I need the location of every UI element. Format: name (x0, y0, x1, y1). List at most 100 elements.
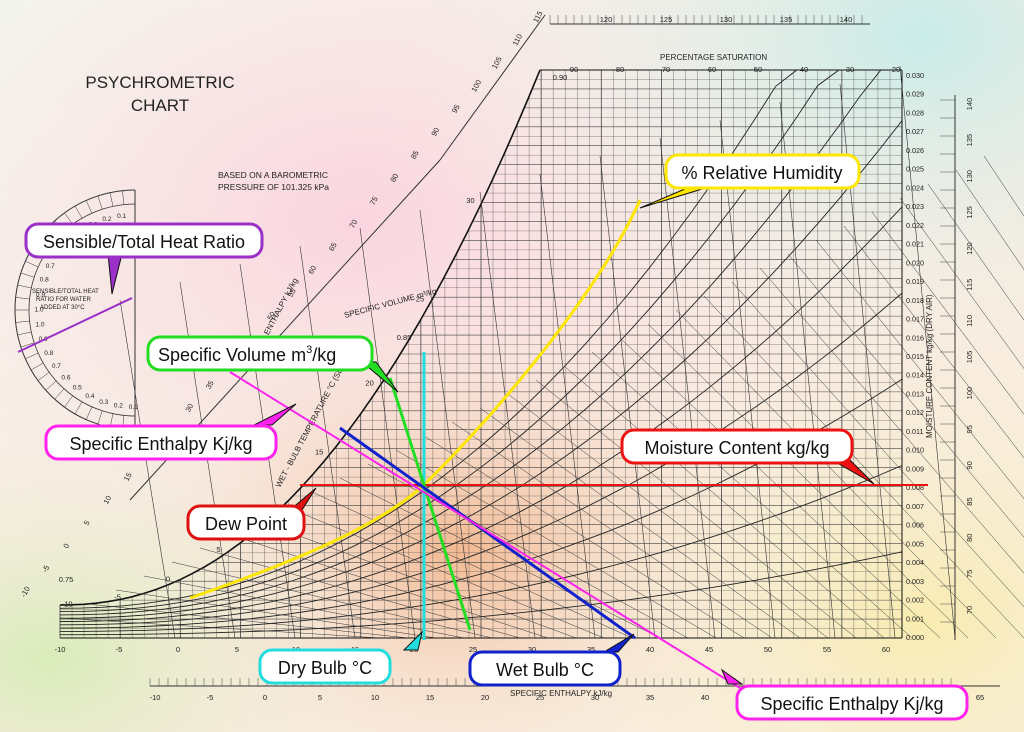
specific-volume-line (479, 191, 536, 639)
pct-saturation-tick-label: 80 (616, 65, 624, 74)
diag-enthalpy-tick-label: 5 (82, 519, 92, 527)
bottom-enthalpy-tick-label: 30 (591, 693, 599, 702)
specific-volume-tick-label: 0.75 (59, 575, 74, 584)
enthalpy-diagonal-line (339, 477, 661, 639)
wet-bulb-tick-label: 5 (216, 545, 220, 554)
specific-volume-line (659, 137, 716, 639)
dry-bulb-tick-label: 5 (235, 645, 239, 654)
relative-humidity-curve (60, 551, 903, 636)
callout-moisture-content: Moisture Content kg/kg (620, 428, 854, 465)
moisture-tick-label: 0.027 (906, 127, 924, 136)
diag-enthalpy-tick-label: 65 (327, 241, 339, 253)
barometric-note-line2: PRESSURE OF 101.325 kPa (218, 182, 329, 192)
shr-protractor-tick (74, 401, 83, 415)
callout-specific-volume-suffix: /kg (312, 345, 336, 365)
wet-bulb-tick-label: 25 (416, 295, 424, 304)
right-enthalpy-tick-label: 90 (965, 461, 974, 469)
diag-enthalpy-tick-label: 60 (306, 264, 318, 276)
moisture-tick-label: 0.008 (906, 483, 924, 492)
diag-enthalpy-tick-label: 50 (265, 310, 277, 322)
bottom-enthalpy-tick-label: 5 (318, 693, 322, 702)
pct-saturation-tick-label: 20 (892, 65, 900, 74)
enthalpy-diagonal-line (451, 421, 773, 639)
specific-volume-tick-label: 0.85 (397, 333, 412, 342)
right-enthalpy-tick-label: 115 (965, 279, 974, 291)
moisture-tick-label: 0.001 (906, 614, 924, 623)
enthalpy-diagonal-line (815, 239, 1024, 500)
moisture-tick-label: 0.005 (906, 539, 924, 548)
callout-relative-humidity: % Relative Humidity (664, 153, 861, 190)
moisture-tick-label: 0.016 (906, 333, 924, 342)
callout-shr-text: Sensible/Total Heat Ratio (43, 232, 245, 252)
diag-enthalpy-tick-label: 0 (61, 542, 71, 550)
shr-protractor-tick (25, 260, 39, 268)
callout-wet-bulb-text: Wet Bulb °C (496, 660, 594, 680)
shr-protractor-tick (74, 205, 83, 219)
shr-protractor-tick (15, 320, 30, 323)
diag-enthalpy-tick-label: 15 (122, 471, 134, 483)
enthalpy-diagonal-line (395, 449, 717, 639)
chart-title-line2: CHART (131, 96, 189, 115)
enthalpy-diagonal-line (479, 407, 801, 639)
highlight-lines (17, 199, 928, 689)
wet-bulb-highlight-line (339, 426, 636, 640)
enthalpy-diagonal-line (367, 463, 689, 639)
shr-protractor-tick (15, 297, 30, 300)
shr-protractor-tick (64, 395, 73, 408)
specific-volume-line (719, 119, 776, 639)
moisture-tick-label: 0.022 (906, 221, 924, 230)
right-enthalpy-tick-label: 130 (965, 170, 974, 183)
shr-tick-label: 0.6 (61, 375, 70, 382)
moisture-tick-label: 0.015 (906, 352, 924, 361)
moisture-tick-label: 0.011 (906, 427, 923, 436)
wet-bulb-tick-label: 0 (166, 575, 170, 584)
enthalpy-diagonal-line (255, 519, 577, 639)
top-enthalpy-tick-label: 135 (780, 15, 793, 24)
shr-tick-label: 0.8 (40, 277, 49, 284)
shr-tick-label: 0.1 (129, 404, 138, 411)
shr-tick-label: 0.3 (99, 399, 108, 406)
specific-volume-highlight-line (388, 377, 472, 631)
enthalpy-diagonal-line (619, 337, 941, 639)
enthalpy-diagonal-line (591, 351, 913, 639)
specific-volume-line (779, 101, 836, 639)
specific-volume-line (539, 173, 596, 639)
diag-enthalpy-tick-label: 70 (347, 218, 359, 230)
relative-humidity-highlight-curve (189, 199, 642, 600)
moisture-axis-label: MOISTURE CONTENT kg/kg (DRY AIR) (925, 294, 934, 438)
moisture-tick-label: 0.026 (906, 146, 924, 155)
relative-humidity-curve (60, 465, 903, 632)
shr-protractor-tick (25, 352, 39, 360)
moisture-tick-label: 0.009 (906, 464, 924, 473)
right-enthalpy-tick-label: 110 (965, 315, 974, 327)
shr-protractor-tick (97, 410, 103, 425)
enthalpy-diagonal-line (647, 323, 969, 639)
callout-dew-point: Dew Point (186, 504, 306, 541)
moisture-tick-label: 0.024 (906, 183, 924, 192)
diag-enthalpy-tick-label: -5 (40, 564, 51, 574)
enthalpy-diagonal-line (703, 295, 1024, 639)
enthalpy-diagonal-line (955, 169, 1024, 270)
callout-relative-humidity-text: % Relative Humidity (681, 163, 842, 183)
moisture-tick-label: 0.010 (906, 446, 924, 455)
dry-bulb-tick-label: 45 (705, 645, 713, 654)
diag-enthalpy-tick-label: 10 (101, 494, 113, 506)
enthalpy-diagonal-line (227, 533, 549, 639)
wet-bulb-tick-label: 15 (315, 448, 323, 457)
pct-saturation-tick-label: 30 (846, 65, 854, 74)
pct-saturation-tick-label: 50 (754, 65, 762, 74)
enthalpy-diagonal-line (143, 575, 465, 639)
shr-protractor-tick (17, 331, 32, 336)
dry-bulb-tick-label: -5 (116, 645, 123, 654)
enthalpy-diagonal-line (311, 491, 633, 639)
callout-dry-bulb: Dry Bulb °C (258, 648, 392, 685)
shr-label-line3: ADDED AT 30°C (40, 305, 85, 311)
shr-protractor-tick (45, 380, 57, 391)
enthalpy-diagonal-line (563, 365, 885, 639)
callout-specific-volume-sup: 3 (306, 344, 312, 356)
callout-shr: Sensible/Total Heat Ratio (24, 222, 264, 259)
bottom-enthalpy-tick-label: 15 (426, 693, 434, 702)
right-enthalpy-tick-label: 135 (965, 134, 974, 147)
